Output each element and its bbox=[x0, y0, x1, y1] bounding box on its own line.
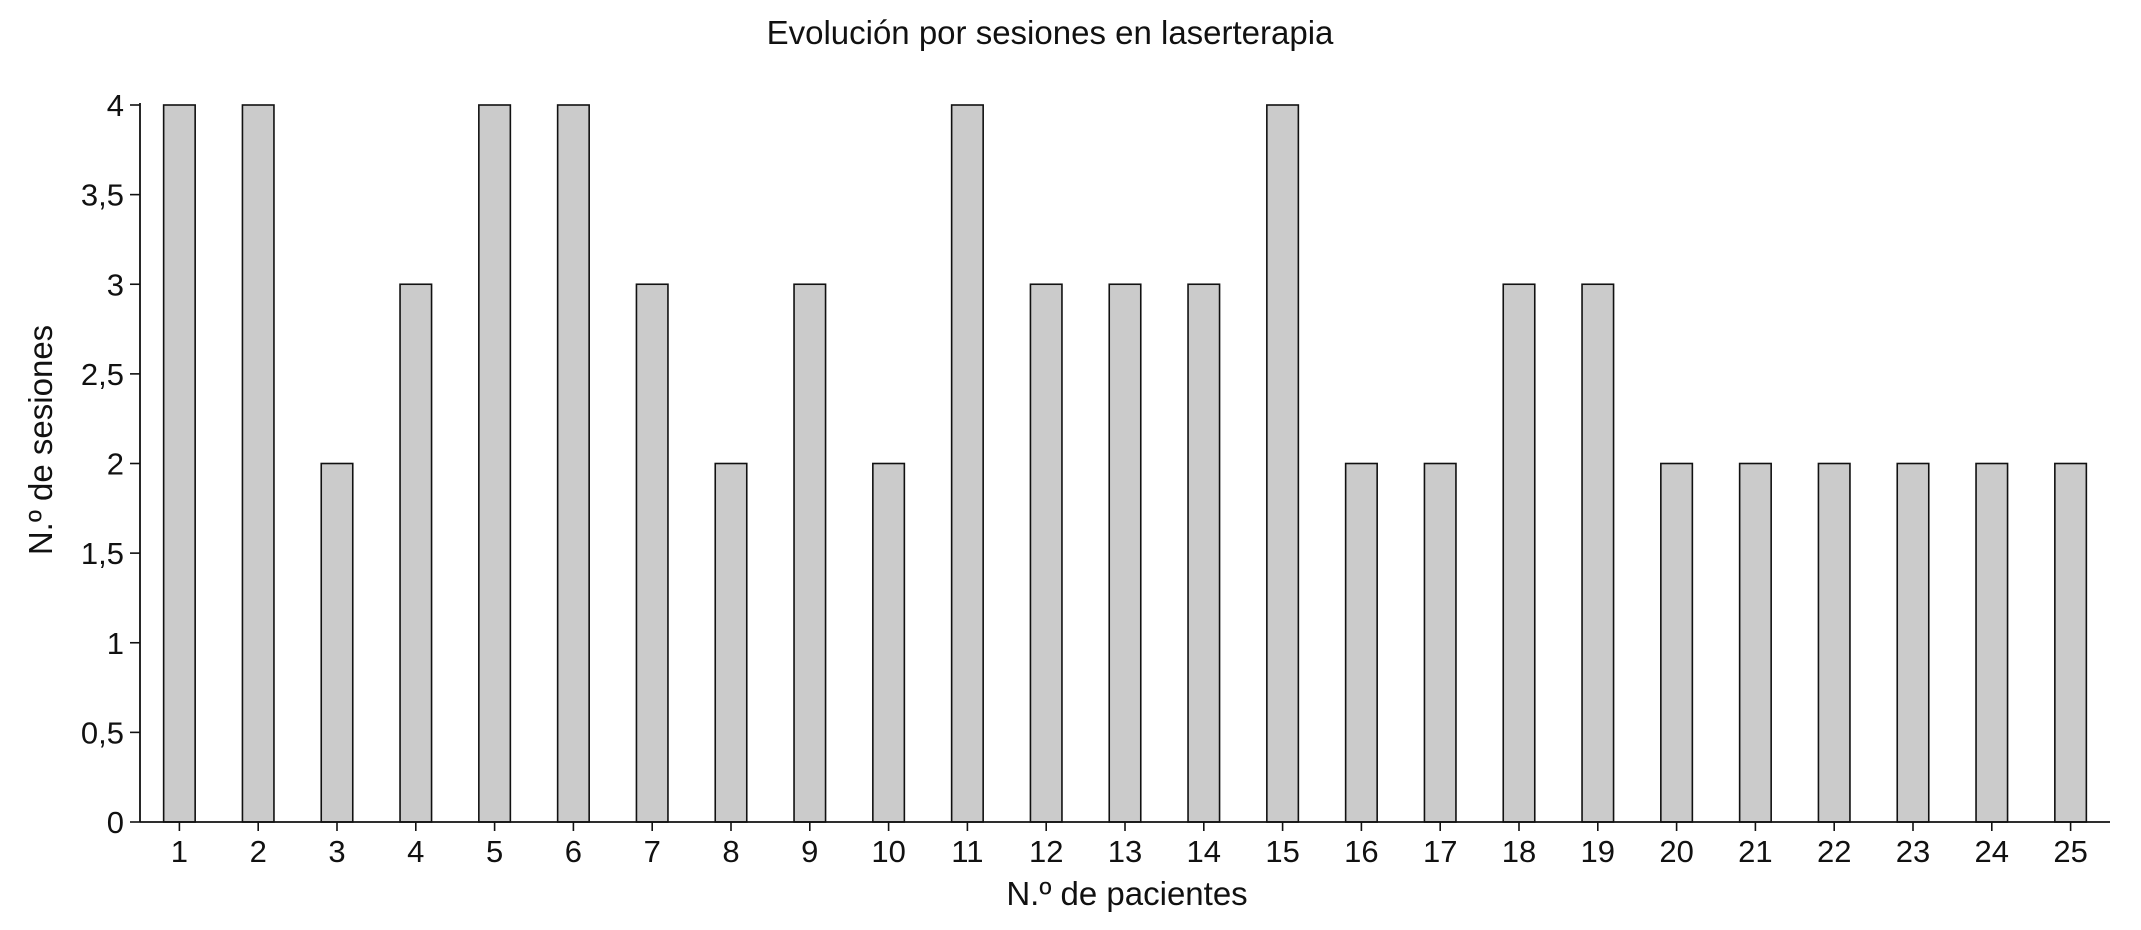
bar-patient-11 bbox=[950, 104, 984, 823]
y-axis-label: N.º de sesiones bbox=[22, 325, 59, 555]
bar-patient-9 bbox=[793, 283, 827, 823]
x-tick-label: 20 bbox=[1659, 834, 1693, 869]
x-tick-label: 19 bbox=[1581, 834, 1615, 869]
bar-patient-4 bbox=[399, 283, 433, 823]
bar-patient-15 bbox=[1266, 104, 1300, 823]
x-tick-label: 17 bbox=[1423, 834, 1457, 869]
bar-patient-1 bbox=[162, 104, 196, 823]
y-tick-label: 1,5 bbox=[81, 536, 124, 571]
bar-patient-13 bbox=[1108, 283, 1142, 823]
bar-patient-23 bbox=[1896, 462, 1930, 823]
y-tick-label: 2,5 bbox=[81, 357, 124, 392]
x-tick-label: 8 bbox=[722, 834, 739, 869]
bar-patient-17 bbox=[1423, 462, 1457, 823]
x-tick-label: 6 bbox=[565, 834, 582, 869]
bars-group bbox=[162, 104, 2088, 823]
x-tick-label: 5 bbox=[486, 834, 503, 869]
x-tick-label: 1 bbox=[171, 834, 188, 869]
x-axis: 1 2 3 4 5 6 7 8 9 10 11 12 13 14 15 16 17 18 19 20 21 22 23 24 2… bbox=[140, 821, 2110, 869]
y-tick-label: 4 bbox=[107, 88, 124, 123]
x-tick-label: 11 bbox=[951, 834, 983, 869]
x-tick-label: 15 bbox=[1265, 834, 1299, 869]
bar-patient-22 bbox=[1817, 462, 1851, 823]
bar-patient-18 bbox=[1502, 283, 1536, 823]
bar-patient-21 bbox=[1738, 462, 1772, 823]
bar-patient-14 bbox=[1187, 283, 1221, 823]
x-tick-label: 10 bbox=[871, 834, 905, 869]
x-tick-label: 14 bbox=[1187, 834, 1221, 869]
x-tick-label: 12 bbox=[1029, 834, 1063, 869]
bar-patient-19 bbox=[1581, 283, 1615, 823]
x-axis-label: N.º de pacientes bbox=[1006, 875, 1247, 912]
bar-patient-2 bbox=[241, 104, 275, 823]
y-tick-label: 2 bbox=[107, 447, 124, 482]
x-tick-label: 16 bbox=[1344, 834, 1378, 869]
x-tick-label: 25 bbox=[2053, 834, 2087, 869]
y-tick-label: 3 bbox=[107, 267, 124, 302]
y-tick-label: 0 bbox=[107, 805, 124, 840]
bar-patient-7 bbox=[635, 283, 669, 823]
x-tick-label: 4 bbox=[407, 834, 424, 869]
bar-patient-25 bbox=[2054, 462, 2088, 823]
x-tick-label: 13 bbox=[1108, 834, 1142, 869]
y-tick-label: 0,5 bbox=[81, 715, 124, 750]
x-tick-label: 7 bbox=[644, 834, 661, 869]
y-tick-label: 3,5 bbox=[81, 178, 124, 213]
x-tick-label: 2 bbox=[250, 834, 267, 869]
bar-patient-6 bbox=[556, 104, 590, 823]
bar-patient-10 bbox=[872, 462, 906, 823]
bar-patient-5 bbox=[478, 104, 512, 823]
x-tick-label: 23 bbox=[1896, 834, 1930, 869]
bar-patient-8 bbox=[714, 462, 748, 823]
x-tick-label: 21 bbox=[1738, 834, 1772, 869]
y-tick-label: 1 bbox=[107, 626, 124, 661]
x-tick-label: 24 bbox=[1975, 834, 2009, 869]
bar-patient-24 bbox=[1975, 462, 2009, 823]
bar-patient-20 bbox=[1660, 462, 1694, 823]
x-tick-label: 22 bbox=[1817, 834, 1851, 869]
bar-patient-16 bbox=[1344, 462, 1378, 823]
x-tick-label: 18 bbox=[1502, 834, 1536, 869]
x-tick-label: 3 bbox=[328, 834, 345, 869]
x-tick-label: 9 bbox=[801, 834, 818, 869]
bar-patient-3 bbox=[320, 462, 354, 823]
y-axis: 0 0,5 1 1,5 2 2,5 3 3,5 4 bbox=[81, 88, 141, 840]
chart-title: Evolución por sesiones en laserterapia bbox=[767, 14, 1334, 51]
bar-patient-12 bbox=[1029, 283, 1063, 823]
